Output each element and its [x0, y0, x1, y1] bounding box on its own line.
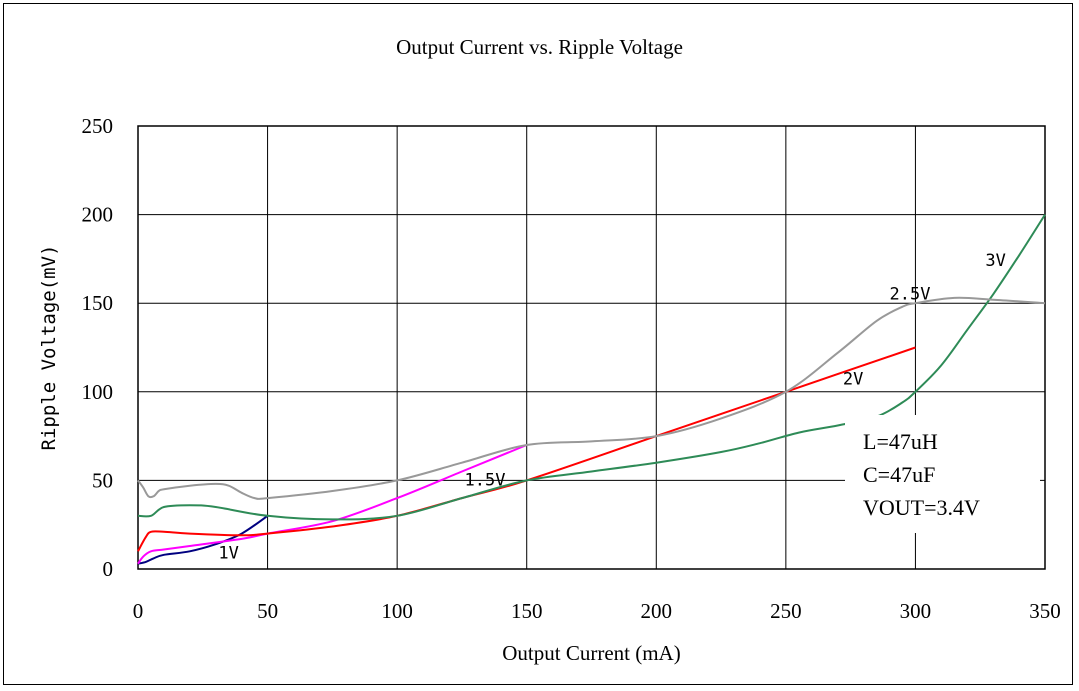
series-line-1-5v	[137, 444, 528, 565]
chart-frame	[3, 3, 1073, 685]
x-tick-label: 50	[257, 599, 278, 623]
y-tick-label: 100	[82, 380, 114, 404]
y-tick-label: 50	[92, 468, 113, 492]
series-labels: 1V 1.5V 2V 2.5V 3V	[218, 251, 1006, 563]
series-lines	[137, 214, 1046, 565]
annotation-line: L=47uH	[863, 429, 938, 454]
y-axis-label: Ripple Voltage(mV)	[38, 245, 60, 451]
series-line-1v	[137, 514, 269, 565]
x-tick-label: 200	[641, 599, 673, 623]
x-tick-label: 150	[511, 599, 543, 623]
annotation-box	[845, 415, 1040, 533]
series-label: 1.5V	[465, 471, 506, 491]
x-tick-label: 100	[381, 599, 413, 623]
tick-labels: 0 50 100 150 200 250 300 350 0 50 100 150 200 250	[82, 114, 1061, 623]
series-line-3	[137, 346, 916, 552]
plot-area-border	[137, 125, 1046, 570]
x-tick-label: 250	[770, 599, 802, 623]
y-tick-label: 200	[82, 203, 114, 227]
x-tick-label: 350	[1029, 599, 1061, 623]
series-label: 2V	[843, 370, 863, 390]
y-tick-label: 0	[103, 557, 114, 581]
series-label: 2.5V	[890, 285, 931, 305]
annotation-text: L=47uH C=47uF VOUT=3.4V	[863, 429, 980, 520]
y-tick-label: 150	[82, 291, 114, 315]
y-tick-label: 250	[82, 114, 114, 138]
chart-title: Output Current vs. Ripple Voltage	[396, 35, 683, 59]
series-line-2v	[137, 214, 1046, 521]
x-tick-label: 300	[900, 599, 932, 623]
annotation-line: VOUT=3.4V	[863, 495, 980, 520]
x-axis-label: Output Current (mA)	[502, 641, 680, 665]
annotation-line: C=47uF	[863, 462, 935, 487]
x-tick-label: 0	[133, 599, 144, 623]
grid	[137, 125, 1046, 570]
series-line-2-5v	[137, 296, 1046, 500]
series-label: 1V	[218, 543, 238, 563]
series-label: 3V	[985, 251, 1005, 271]
